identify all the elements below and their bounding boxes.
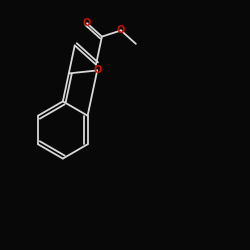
Text: O: O bbox=[117, 26, 125, 36]
Text: O: O bbox=[83, 18, 91, 28]
Text: O: O bbox=[93, 66, 101, 76]
